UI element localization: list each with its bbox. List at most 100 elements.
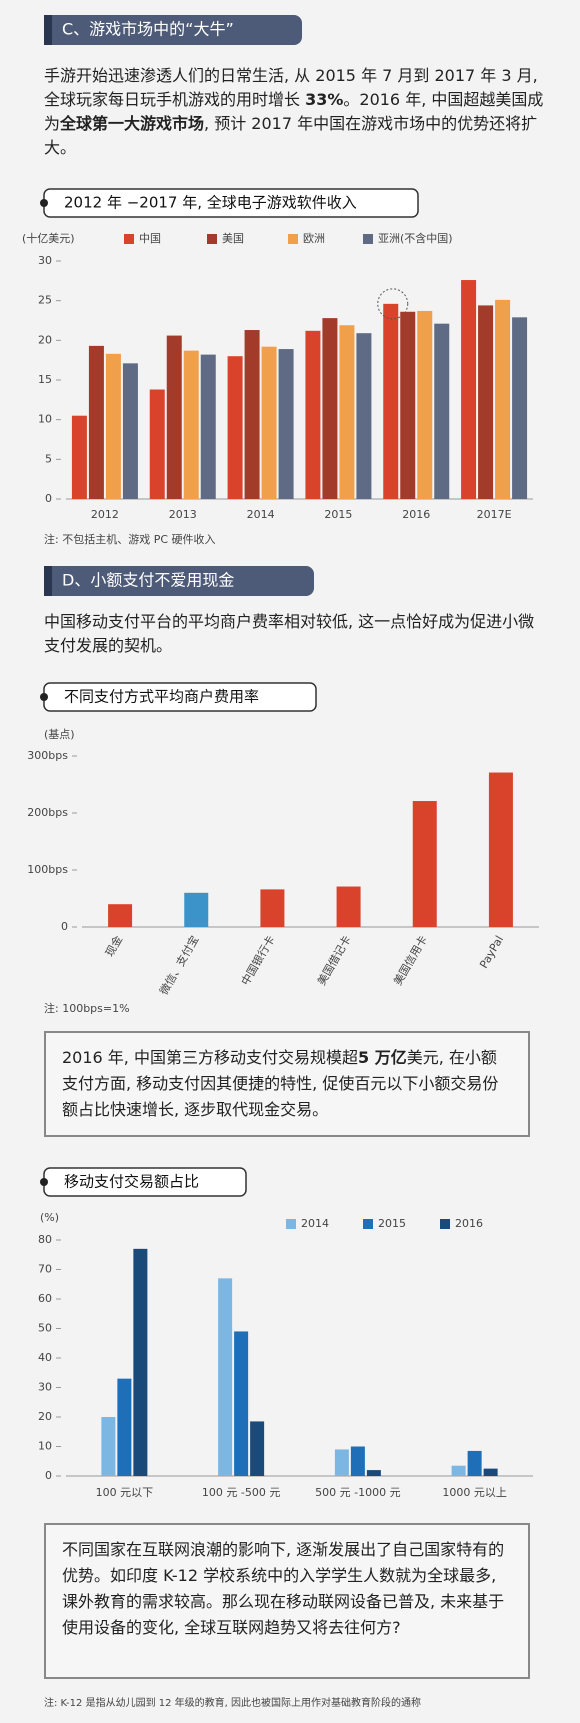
- bar: [322, 318, 338, 499]
- chart-title: 2012 年 −2017 年, 全球电子游戏软件收入: [64, 194, 357, 212]
- legend-label: 2014: [301, 1217, 329, 1230]
- section-accent: [44, 566, 52, 596]
- y-tick-label: 25: [38, 294, 52, 307]
- text: 5 万亿: [357, 1048, 407, 1067]
- y-tick-label: 10: [38, 413, 52, 426]
- y-tick-label: 200bps: [27, 806, 68, 819]
- chart-note: 注: 不包括主机、游戏 PC 硬件收入: [44, 532, 216, 546]
- bar: [184, 892, 209, 927]
- y-tick-label: 15: [38, 373, 52, 386]
- x-tick-label: 中国银行卡: [238, 933, 278, 988]
- x-tick-label: 2016: [402, 508, 430, 521]
- y-tick-label: 0: [45, 492, 52, 505]
- highlight-circle: [377, 288, 409, 320]
- x-tick-label: 2013: [169, 508, 197, 521]
- section-title: C、游戏市场中的“大牛”: [62, 20, 234, 39]
- y-tick-label: 20: [38, 1410, 52, 1423]
- legend-label: 欧洲: [303, 232, 325, 245]
- bar: [88, 345, 104, 499]
- x-tick-label: 2014: [247, 508, 275, 521]
- x-tick-label: 2012: [91, 508, 119, 521]
- paragraph: 中国移动支付平台的平均商户费率相对较低, 这一点恰好成为促进小微支付发展的契机。: [44, 610, 544, 658]
- bar: [366, 1470, 381, 1476]
- y-tick-label: 100bps: [27, 863, 68, 876]
- text: 手游开始迅速渗透人们的日常生活, 从 2015 年 7 月到 2017 年 3 …: [44, 66, 538, 109]
- bar: [467, 1450, 482, 1476]
- bar: [260, 889, 285, 927]
- unit-label: (基点): [44, 728, 75, 741]
- y-tick-label: 30: [38, 1381, 52, 1394]
- bar: [244, 330, 260, 499]
- bar: [488, 772, 513, 927]
- bar: [105, 353, 121, 499]
- bar: [149, 389, 165, 499]
- text: 33%: [305, 90, 344, 109]
- bar: [166, 335, 182, 499]
- y-tick-label: 80: [38, 1233, 52, 1246]
- bar: [122, 363, 138, 499]
- legend-swatch: [440, 1219, 450, 1229]
- x-tick-label: 100 元以下: [96, 1486, 154, 1499]
- bar: [305, 330, 321, 499]
- x-tick-label: 美国借记卡: [315, 934, 354, 988]
- bar: [512, 317, 528, 499]
- unit-label: (%): [40, 1211, 59, 1224]
- section-title: D、小额支付不爱用现金: [62, 571, 234, 590]
- legend-label: 2015: [378, 1217, 406, 1230]
- bar: [71, 415, 87, 499]
- bar: [200, 354, 216, 499]
- bar: [334, 1449, 349, 1476]
- text: 。2016 年, 中国超越美国成为: [44, 90, 544, 133]
- bar: [183, 350, 199, 499]
- callout: 2016 年, 中国第三方移动支付交易规模超5 万亿美元, 在小额支付方面, 移…: [44, 1031, 530, 1137]
- chart-note: 注: 100bps=1%: [44, 1001, 130, 1015]
- bar: [451, 1465, 466, 1476]
- text: 中国移动支付平台的平均商户费率相对较低, 这一点恰好成为促进小微支付发展的契机。: [44, 612, 535, 655]
- section-accent: [44, 15, 52, 45]
- bar: [218, 1278, 233, 1476]
- legend-swatch: [363, 1219, 373, 1229]
- bar: [417, 310, 433, 499]
- paragraph: 手游开始迅速渗透人们的日常生活, 从 2015 年 7 月到 2017 年 3 …: [44, 64, 544, 160]
- bar: [483, 1468, 498, 1476]
- y-tick-label: 5: [45, 452, 52, 465]
- x-tick-label: 2017E: [477, 508, 512, 521]
- y-tick-label: 30: [38, 254, 52, 267]
- legend-swatch: [288, 234, 298, 244]
- x-tick-label: 现金: [102, 933, 125, 959]
- x-tick-label: 1000 元以上: [442, 1486, 507, 1499]
- legend-label: 中国: [139, 232, 161, 245]
- y-tick-label: 0: [61, 920, 68, 933]
- callout: 不同国家在互联网浪潮的影响下, 逐渐发展出了自己国家特有的优势。如印度 K-12…: [44, 1523, 530, 1679]
- bar: [234, 1331, 249, 1476]
- y-tick-label: 0: [45, 1469, 52, 1482]
- legend-swatch: [286, 1219, 296, 1229]
- footnote: 注: K-12 是指从幼儿园到 12 年级的教育, 因此也被国际上用作对基础教育…: [44, 1696, 421, 1709]
- text: 全球第一大游戏市场: [60, 114, 205, 133]
- text: 2016 年, 中国第三方移动支付交易规模超: [62, 1048, 358, 1067]
- y-tick-label: 70: [38, 1263, 52, 1276]
- x-tick-label: 微信、支付宝: [156, 933, 201, 997]
- bullet: [40, 199, 48, 207]
- y-tick-label: 40: [38, 1351, 52, 1364]
- x-tick-label: 100 元 -500 元: [202, 1486, 280, 1499]
- bar: [133, 1248, 148, 1476]
- bar: [461, 280, 477, 499]
- bar: [383, 303, 399, 499]
- bar: [350, 1446, 365, 1476]
- legend-label: 2016: [455, 1217, 483, 1230]
- section-tag: [44, 566, 314, 596]
- text: , 预计 2017 年中国在游戏市场中的优势还将扩大。: [44, 114, 538, 157]
- text: 不同国家在互联网浪潮的影响下, 逐渐发展出了自己国家特有的优势。如印度 K-12…: [62, 1540, 505, 1637]
- chart-title: 移动支付交易额占比: [64, 1173, 199, 1191]
- legend-label: 亚洲(不含中国): [378, 231, 453, 245]
- x-tick-label: 500 元 -1000 元: [315, 1486, 400, 1499]
- bullet: [40, 1178, 48, 1186]
- bullet: [40, 693, 48, 701]
- chart-title: 不同支付方式平均商户费用率: [64, 688, 259, 706]
- y-tick-label: 60: [38, 1292, 52, 1305]
- bar: [495, 299, 511, 499]
- bar: [108, 904, 133, 927]
